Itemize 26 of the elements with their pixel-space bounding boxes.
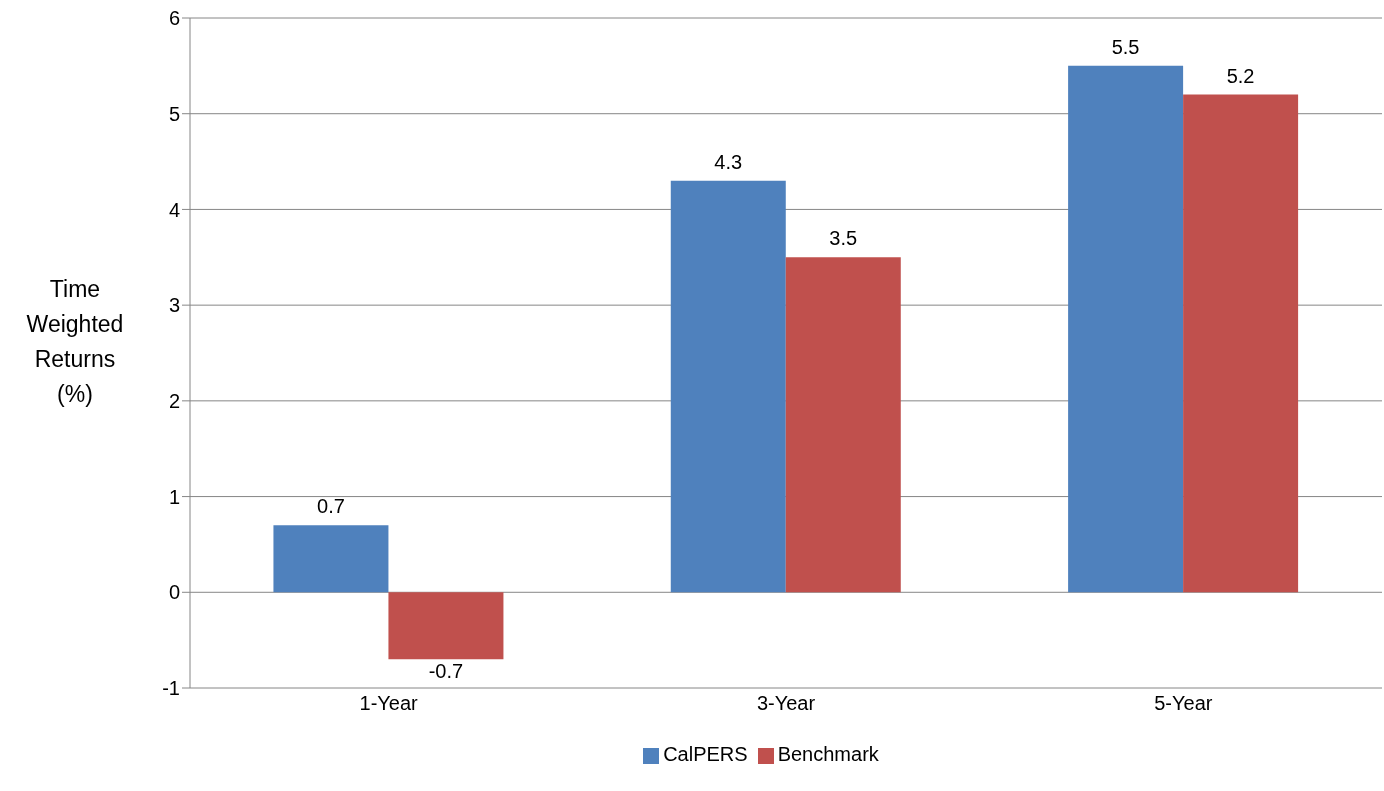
bar — [670, 180, 786, 593]
bar — [273, 525, 389, 593]
legend-label: CalPERS — [663, 743, 748, 765]
x-tick-label: 3-Year — [756, 692, 816, 715]
y-tick-label: 3 — [168, 294, 180, 317]
bar — [1183, 94, 1299, 593]
y-axis-title: Time Weighted Returns (%) — [25, 275, 125, 409]
bar — [1068, 65, 1184, 593]
data-label: 4.3 — [714, 150, 743, 173]
y-tick-label: 6 — [168, 7, 180, 30]
y-tick-label: 0 — [168, 581, 180, 604]
x-tick-label: 1-Year — [359, 692, 419, 715]
y-tick-label: 1 — [168, 485, 180, 508]
y-tick-label: 5 — [168, 102, 180, 125]
y-tick-label: -1 — [162, 677, 180, 700]
data-label: 5.2 — [1226, 64, 1255, 87]
data-label: 0.7 — [317, 495, 345, 518]
data-label: -0.7 — [428, 659, 464, 682]
data-label: 5.5 — [1111, 35, 1140, 58]
bar — [785, 257, 901, 593]
y-tick-label: 2 — [168, 389, 180, 412]
x-tick-label: 5-Year — [1154, 692, 1213, 715]
data-label: 3.5 — [829, 227, 858, 250]
bar — [388, 592, 504, 660]
y-tick-label: 4 — [168, 198, 180, 221]
legend-label: Benchmark — [777, 743, 879, 765]
